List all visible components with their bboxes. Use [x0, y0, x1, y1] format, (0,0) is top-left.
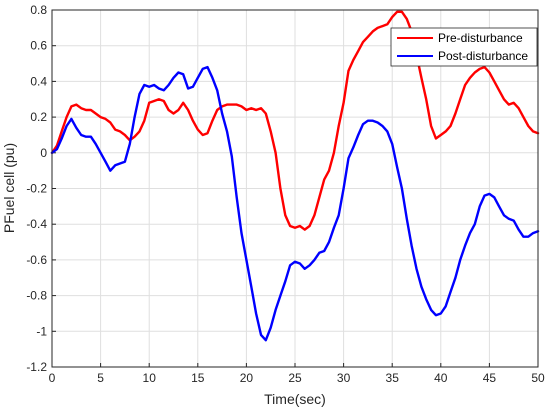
- y-tick-label: 0.4: [30, 74, 47, 88]
- y-tick-label: -0.4: [26, 217, 47, 231]
- x-tick-label: 5: [97, 371, 104, 385]
- x-tick-label: 10: [143, 371, 157, 385]
- legend-label-post-disturbance: Post-disturbance: [438, 49, 528, 63]
- x-tick-label: 20: [240, 371, 254, 385]
- x-tick-label: 30: [337, 371, 351, 385]
- tick-labels: 0 5 10 15 20 25 30 35 40 45 50 -1.2 -1 -0.8 -0.6 -0.4 -0…: [26, 3, 545, 385]
- y-tick-label: 0.8: [30, 3, 47, 17]
- x-tick-label: 45: [483, 371, 497, 385]
- series-line-pre-disturbance: [50, 10, 540, 231]
- legend-box: [390, 27, 538, 67]
- legend: Pre-disturbance Post-disturbance: [390, 27, 538, 67]
- legend-label-pre-disturbance: Pre-disturbance: [438, 31, 523, 45]
- plot-border: [51, 9, 539, 368]
- series-lines: [50, 10, 540, 342]
- series-line-post-disturbance: [50, 65, 540, 342]
- y-tick-label: 0.2: [30, 110, 47, 124]
- y-tick-label: -1: [36, 324, 47, 338]
- y-tick-label: 0: [40, 146, 47, 160]
- x-tick-label: 0: [49, 371, 56, 385]
- y-axis-label: PFuel cell (pu): [1, 143, 17, 233]
- y-tick-label: -0.6: [26, 253, 47, 267]
- x-tick-label: 50: [531, 371, 545, 385]
- x-tick-label: 40: [434, 371, 448, 385]
- x-axis-label: Time(sec): [264, 391, 326, 407]
- y-tick-label: -0.8: [26, 289, 47, 303]
- x-tick-label: 15: [191, 371, 205, 385]
- y-tick-label: -1.2: [26, 360, 47, 374]
- grid: [51, 9, 539, 368]
- x-tick-label: 25: [288, 371, 302, 385]
- y-tick-label: -0.2: [26, 182, 47, 196]
- y-tick-label: 0.6: [30, 39, 47, 53]
- x-tick-label: 35: [386, 371, 400, 385]
